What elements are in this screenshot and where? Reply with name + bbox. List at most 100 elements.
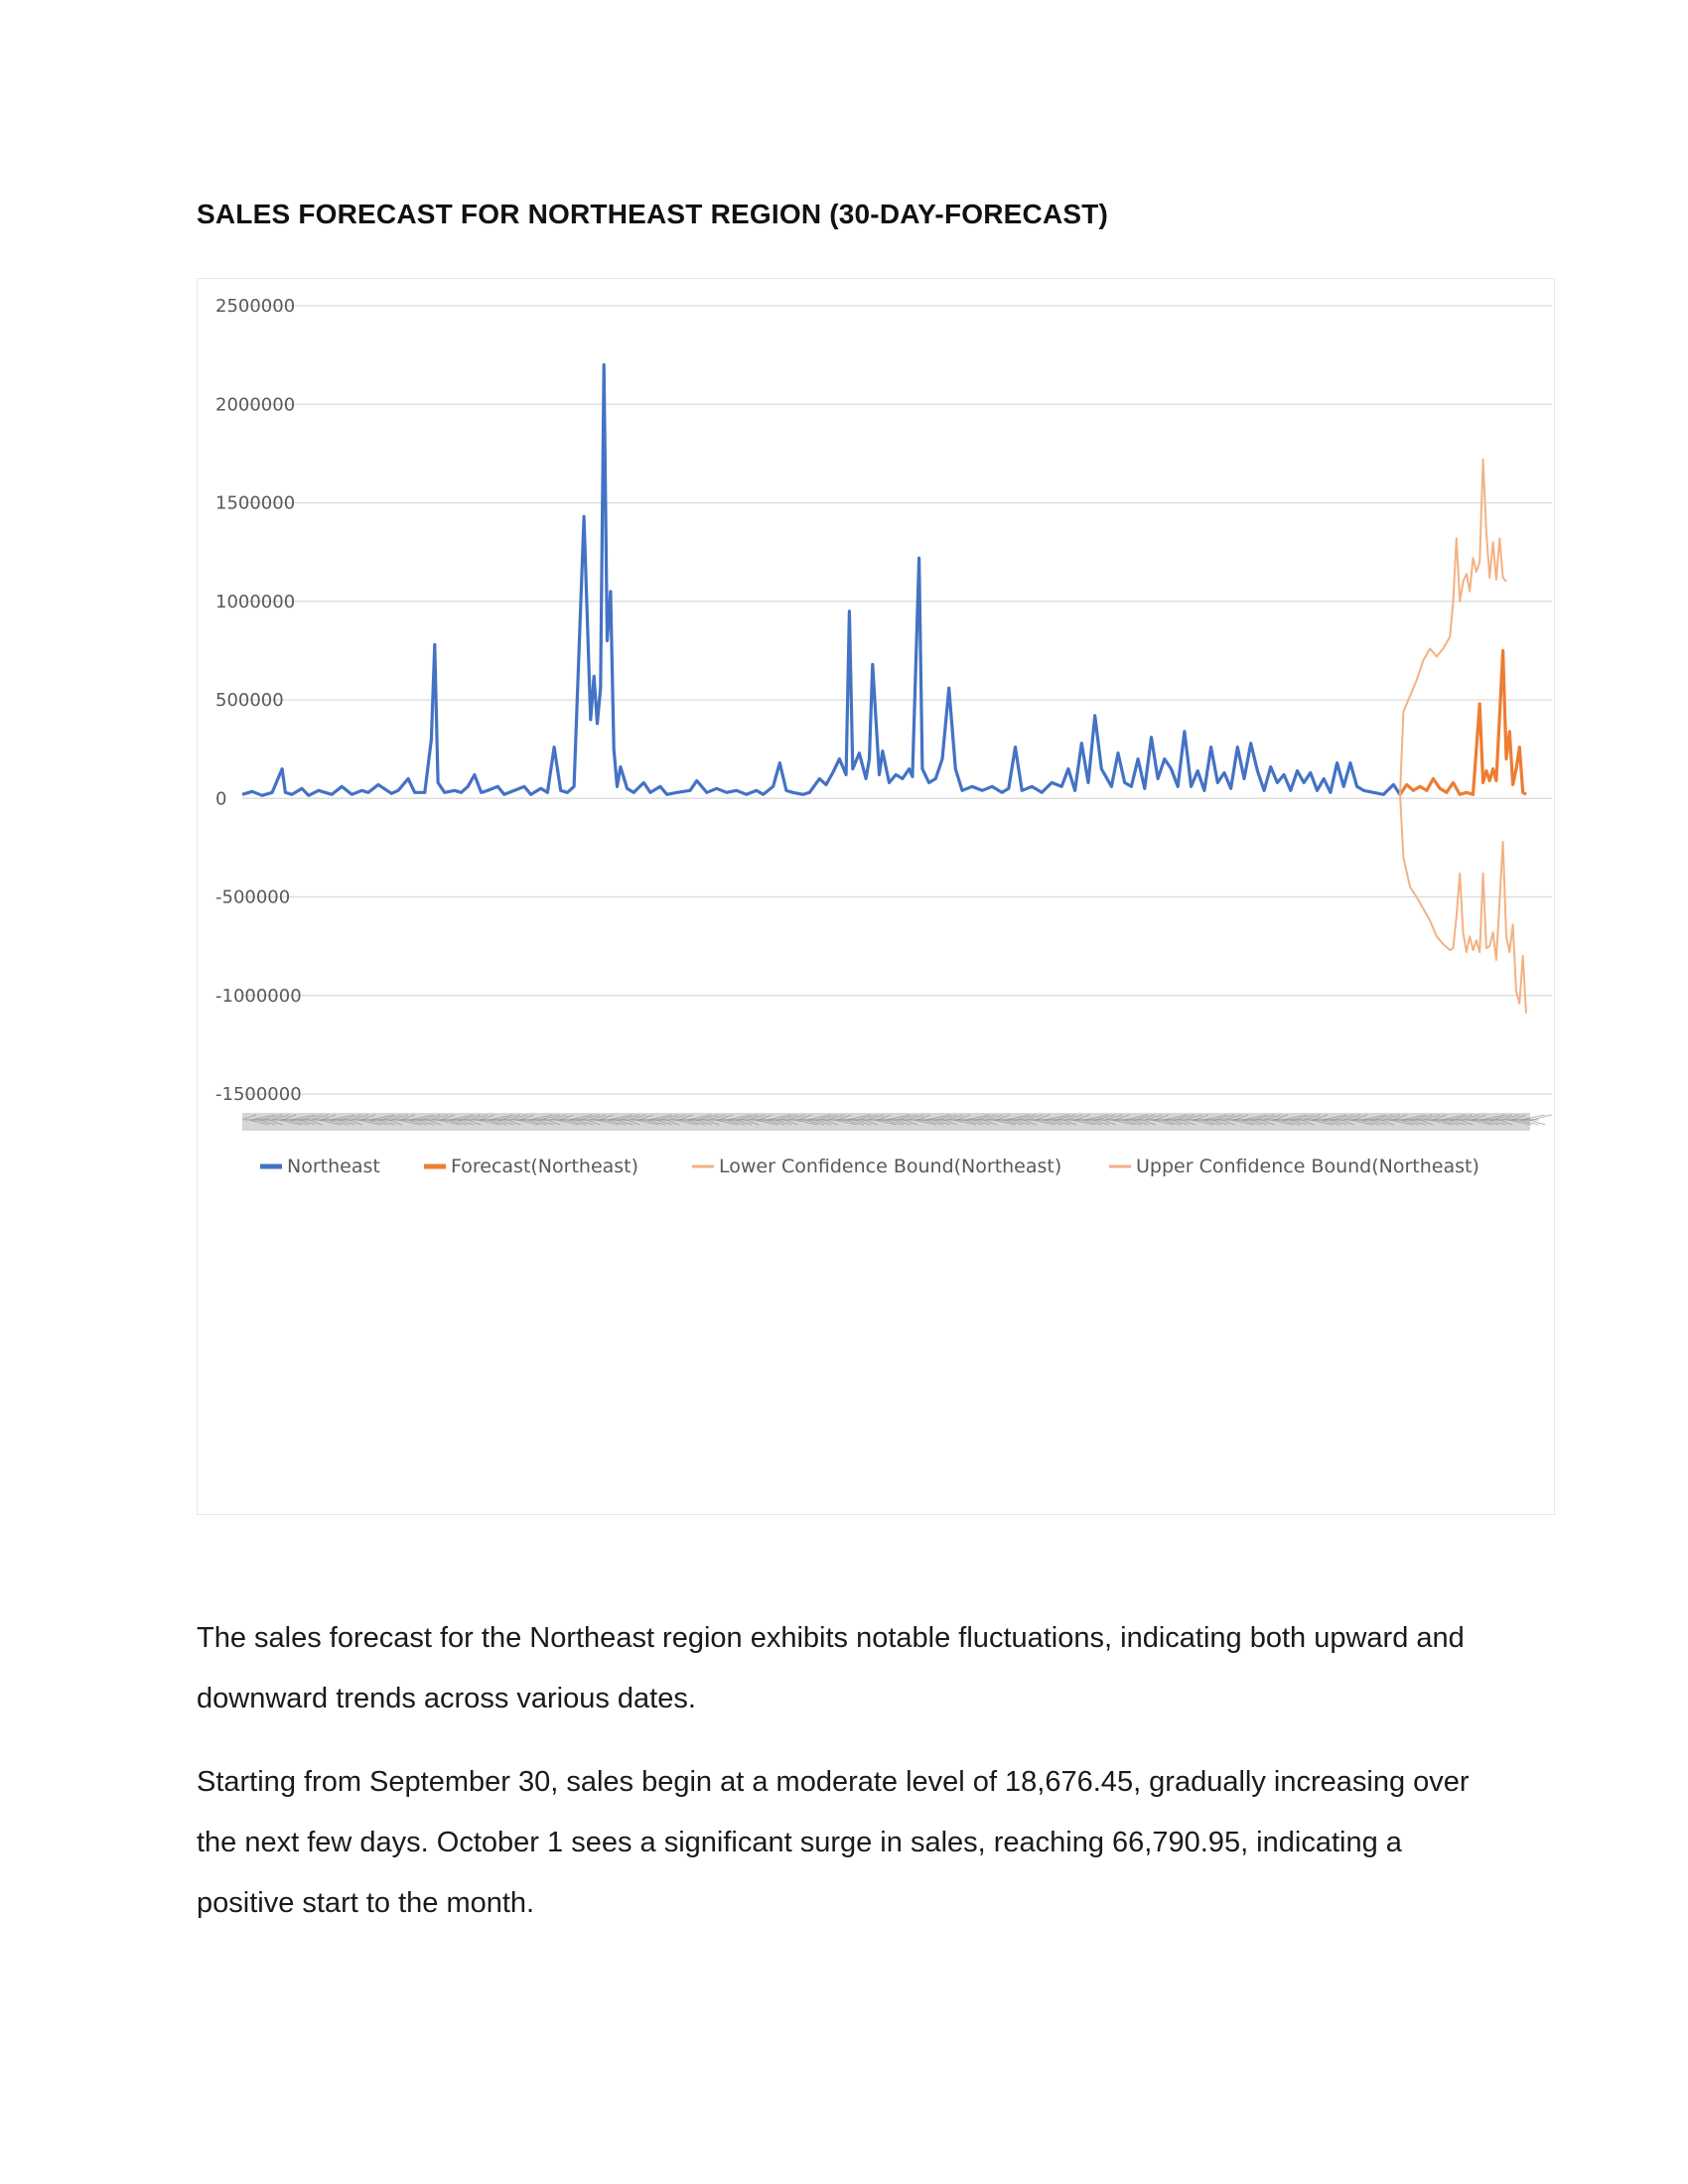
x-tick-label xyxy=(589,1114,607,1121)
x-tick-label xyxy=(1452,1114,1473,1121)
x-tick-label xyxy=(1006,1114,1030,1121)
x-tick-label xyxy=(1412,1114,1433,1121)
x-tick-label xyxy=(566,1119,587,1126)
x-tick-label xyxy=(1531,1114,1552,1121)
x-tick-label xyxy=(410,1114,434,1121)
x-tick-label xyxy=(400,1114,416,1121)
x-tick-label xyxy=(298,1119,316,1126)
x-tick-label xyxy=(1362,1114,1386,1121)
x-tick-label xyxy=(1399,1119,1420,1126)
x-tick-label xyxy=(407,1119,428,1126)
x-tick-label xyxy=(1352,1114,1368,1121)
x-tick-label xyxy=(1002,1119,1024,1126)
x-tick-label xyxy=(536,1119,554,1126)
x-tick-label xyxy=(817,1114,838,1121)
x-tick-label xyxy=(1293,1114,1315,1121)
x-tick-label xyxy=(328,1119,349,1126)
x-tick-label xyxy=(390,1114,409,1121)
x-tick-label xyxy=(1095,1114,1116,1121)
x-tick-label-band xyxy=(242,1113,1530,1131)
paragraph-detail-text: Starting from September 30, sales begin … xyxy=(197,1766,1470,1919)
x-tick-label xyxy=(281,1114,297,1121)
x-tick-label xyxy=(318,1119,342,1126)
x-tick-label xyxy=(1462,1114,1479,1121)
x-tick-label xyxy=(579,1114,600,1121)
x-tick-label xyxy=(1521,1114,1545,1121)
x-tick-label xyxy=(1379,1119,1394,1126)
x-tick-label xyxy=(705,1119,720,1126)
x-tick-label xyxy=(695,1119,713,1126)
x-tick-label xyxy=(1074,1114,1090,1121)
x-tick-label xyxy=(1104,1114,1123,1121)
x-tick-label xyxy=(768,1114,791,1121)
series-line-3 xyxy=(1399,458,1507,795)
x-tick-label xyxy=(1342,1114,1361,1121)
y-tick-label: -500000 xyxy=(215,887,290,908)
x-tick-label xyxy=(833,1119,858,1126)
x-tick-label xyxy=(1091,1119,1109,1126)
x-tick-label xyxy=(903,1119,918,1126)
x-tick-label xyxy=(357,1119,381,1126)
x-tick-label xyxy=(460,1114,481,1121)
x-tick-label xyxy=(487,1119,507,1126)
x-tick-label xyxy=(986,1114,1004,1121)
x-tick-label xyxy=(982,1119,998,1126)
x-tick-label xyxy=(626,1119,640,1126)
x-tick-label xyxy=(599,1114,614,1121)
x-tick-label xyxy=(1036,1114,1051,1121)
legend-label: Upper Confidence Bound(Northeast) xyxy=(1136,1156,1479,1177)
x-tick-label xyxy=(966,1114,990,1121)
paragraph-intro: The sales forecast for the Northeast reg… xyxy=(197,1622,1465,1714)
x-tick-label xyxy=(936,1114,957,1121)
x-tick-label xyxy=(1012,1119,1031,1126)
x-tick-label xyxy=(1392,1114,1408,1121)
y-tick-label: -1000000 xyxy=(215,986,302,1007)
x-tick-label xyxy=(897,1114,917,1121)
x-tick-label xyxy=(638,1114,653,1121)
x-tick-label xyxy=(1101,1119,1116,1126)
series-lines xyxy=(241,362,1527,1014)
y-tick-label: 2500000 xyxy=(215,296,295,317)
x-tick-label xyxy=(1144,1114,1163,1121)
x-tick-label xyxy=(1359,1119,1380,1126)
x-tick-label xyxy=(1290,1119,1308,1126)
x-tick-label xyxy=(668,1114,686,1121)
x-tick-label xyxy=(718,1114,733,1121)
x-tick-label xyxy=(437,1119,461,1126)
x-tick-label xyxy=(311,1114,330,1121)
x-tick-label xyxy=(1273,1114,1289,1121)
x-tick-label xyxy=(698,1114,719,1121)
y-tick-label: 1500000 xyxy=(215,493,295,514)
x-tick-label xyxy=(1409,1119,1427,1126)
x-tick-label xyxy=(853,1119,872,1126)
x-tick-label xyxy=(1061,1119,1077,1126)
x-tick-label xyxy=(619,1114,639,1121)
x-tick-label xyxy=(549,1114,567,1121)
x-tick-label xyxy=(976,1114,997,1121)
x-tick-label xyxy=(1439,1119,1460,1126)
x-tick-label xyxy=(1052,1119,1070,1126)
x-tick-label xyxy=(1233,1114,1249,1121)
x-tick-label xyxy=(1213,1114,1235,1121)
x-tick-label xyxy=(331,1114,355,1121)
x-tick-label xyxy=(430,1114,448,1121)
x-tick-label xyxy=(348,1119,362,1126)
legend-label: Lower Confidence Bound(Northeast) xyxy=(719,1156,1061,1177)
x-tick-label xyxy=(457,1119,475,1126)
x-tick-label xyxy=(1333,1114,1354,1121)
x-tick-label xyxy=(1422,1114,1440,1121)
x-tick-label xyxy=(1124,1114,1149,1121)
grid-lines xyxy=(242,305,1552,1095)
x-tick-label xyxy=(1220,1119,1235,1126)
x-tick-label xyxy=(1488,1119,1506,1126)
x-tick-label xyxy=(440,1114,455,1121)
x-tick-label xyxy=(1046,1114,1069,1121)
x-tick-label xyxy=(758,1114,773,1121)
x-tick-label xyxy=(748,1114,766,1121)
x-tick-label xyxy=(586,1119,601,1126)
x-tick-label xyxy=(1310,1119,1334,1126)
x-tick-label xyxy=(1032,1119,1055,1126)
x-tick-label xyxy=(1240,1119,1261,1126)
series-line-2 xyxy=(1399,794,1527,1014)
x-tick-label xyxy=(367,1119,388,1126)
